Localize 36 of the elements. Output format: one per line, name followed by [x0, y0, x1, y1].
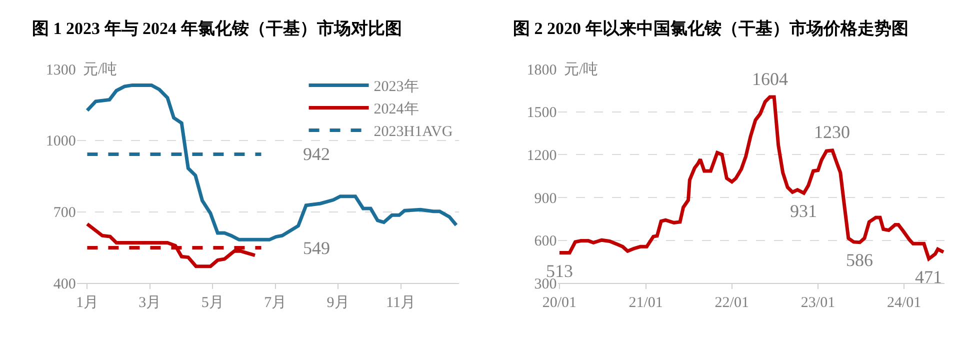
annotation: 549 [303, 238, 330, 258]
x-tick-label: 20/01 [542, 295, 577, 312]
y-tick-label: 1300 [46, 62, 76, 78]
line-series [85, 222, 257, 268]
chart-title: 图 2 2020 年以来中国氯化铵（干基）市场价格走势图 [513, 19, 908, 38]
x-tick-label: 24/01 [887, 295, 922, 312]
y-tick-label: 1800 [526, 62, 557, 78]
y-axis-title: 元/吨 [83, 61, 118, 78]
legend-label: 2023H1AVG [374, 124, 453, 140]
x-tick-label: 21/01 [628, 295, 663, 312]
y-tick-label: 300 [534, 276, 557, 292]
legend-label: 2023年 [374, 78, 419, 96]
x-tick-label: 9月 [326, 295, 350, 312]
y-tick-label: 900 [534, 190, 557, 207]
y-tick-label: 700 [53, 205, 76, 222]
y-tick-label: 1500 [526, 105, 557, 122]
y-axis-title: 元/吨 [564, 61, 598, 78]
annotation: 931 [790, 201, 817, 221]
legend-label: 2024年 [374, 100, 419, 118]
x-tick-label: 22/01 [714, 295, 749, 312]
x-tick-label: 3月 [138, 295, 162, 312]
chart-title: 图 1 2023 年与 2024 年氯化铵（干基）市场对比图 [32, 19, 402, 38]
y-tick-label: 1000 [46, 134, 76, 150]
annotation: 1230 [814, 122, 850, 142]
y-tick-label: 1200 [526, 148, 557, 164]
annotation: 1604 [752, 69, 788, 89]
annotation: 586 [846, 250, 873, 270]
x-tick-label: 1月 [76, 295, 98, 312]
x-tick-label: 7月 [264, 295, 287, 312]
x-tick-label: 11月 [386, 295, 416, 312]
y-tick-label: 600 [534, 234, 557, 250]
annotation: 471 [915, 267, 942, 287]
x-tick-label: 5月 [201, 295, 224, 312]
x-tick-label: 23/01 [800, 295, 836, 312]
y-tick-label: 400 [53, 276, 76, 292]
annotation: 942 [303, 144, 330, 164]
